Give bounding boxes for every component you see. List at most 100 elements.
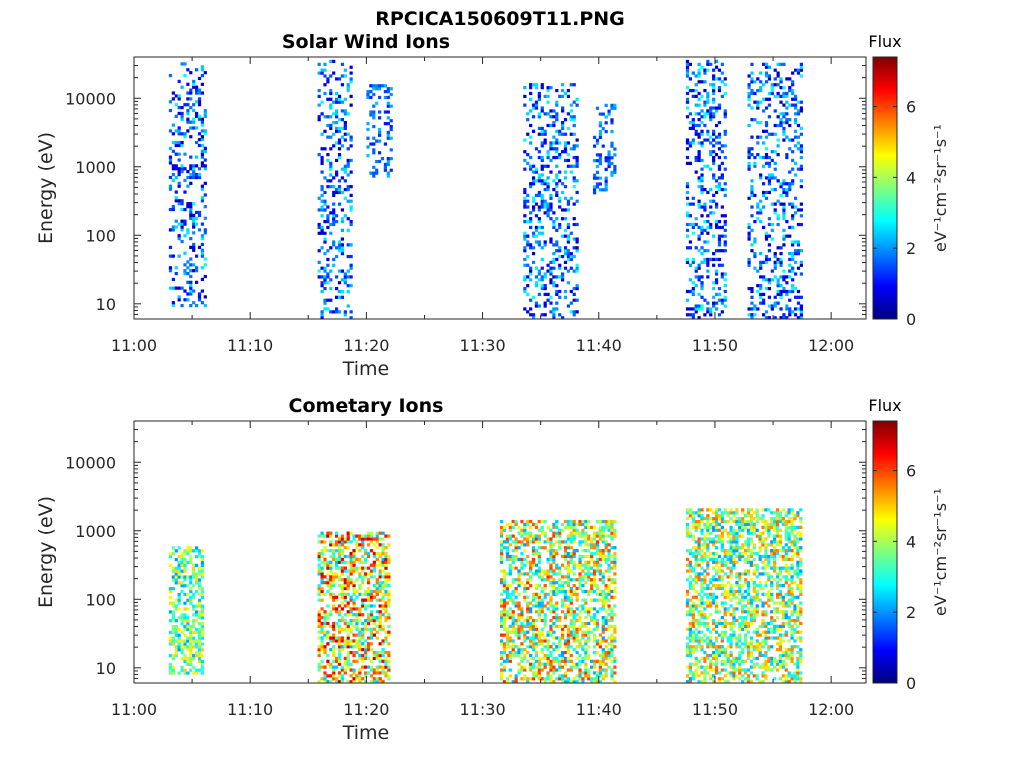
heatmap-cell: [714, 557, 719, 561]
heatmap-cell: [180, 199, 184, 203]
heatmap-cell: [598, 112, 602, 116]
heatmap-cell: [773, 295, 777, 299]
heatmap-cell: [361, 630, 365, 634]
heatmap-cell: [703, 607, 707, 611]
heatmap-cell: [572, 578, 576, 582]
heatmap-cell: [706, 621, 710, 626]
heatmap-cell: [793, 272, 798, 276]
heatmap-cell: [776, 257, 780, 262]
heatmap-cell: [595, 592, 600, 596]
heatmap-cell: [355, 633, 359, 637]
heatmap-cell: [697, 642, 701, 646]
heatmap-cell: [180, 552, 184, 556]
heatmap-cell: [712, 557, 716, 561]
heatmap-cell: [546, 671, 550, 675]
heatmap-cell: [505, 630, 510, 634]
heatmap-cell: [700, 648, 704, 652]
heatmap-cell: [700, 176, 704, 180]
heatmap-cell: [575, 613, 579, 617]
heatmap-cell: [756, 120, 760, 125]
heatmap-cell: [720, 636, 724, 640]
heatmap-cell: [723, 592, 727, 596]
heatmap-cell: [317, 586, 321, 591]
heatmap-cell: [346, 228, 350, 232]
heatmap-cell: [540, 578, 544, 582]
heatmap-cell: [180, 143, 184, 148]
heatmap-cell: [604, 546, 608, 550]
heatmap-cell: [200, 123, 205, 127]
heatmap-cell: [514, 645, 518, 649]
heatmap-cell: [569, 231, 573, 235]
heatmap-cell: [197, 172, 202, 177]
heatmap-cell: [329, 115, 333, 119]
heatmap-cell: [697, 680, 701, 683]
heatmap-cell: [767, 278, 772, 282]
heatmap-cell: [566, 525, 571, 529]
heatmap-cell: [337, 554, 342, 559]
heatmap-cell: [340, 618, 345, 623]
heatmap-cell: [595, 618, 600, 623]
heatmap-cell: [372, 627, 376, 631]
heatmap-cell: [703, 534, 707, 538]
heatmap-cell: [523, 674, 527, 678]
heatmap-cell: [697, 525, 701, 529]
heatmap-cell: [714, 77, 719, 81]
heatmap-cell: [776, 123, 780, 128]
heatmap-cell: [604, 621, 608, 626]
heatmap-cell: [387, 604, 391, 608]
heatmap-cell: [697, 135, 701, 139]
heatmap-cell: [511, 627, 515, 631]
heatmap-cell: [753, 91, 757, 96]
heatmap-cell: [595, 176, 600, 180]
heatmap-cell: [688, 88, 693, 93]
heatmap-cell: [706, 219, 710, 224]
heatmap-cell: [700, 508, 704, 512]
heatmap-cell: [531, 83, 536, 87]
heatmap-cell: [717, 182, 722, 186]
heatmap-cell: [540, 598, 544, 602]
heatmap-cell: [332, 674, 336, 678]
heatmap-cell: [340, 589, 345, 594]
heatmap-cell: [566, 551, 571, 556]
heatmap-cell: [189, 555, 193, 559]
heatmap-cell: [726, 645, 730, 649]
heatmap-cell: [332, 549, 336, 553]
heatmap-cell: [712, 106, 716, 110]
heatmap-cell: [601, 616, 605, 620]
heatmap-cell: [183, 135, 187, 139]
heatmap-cell: [552, 266, 556, 270]
heatmap-cell: [607, 569, 611, 573]
heatmap-cell: [607, 551, 611, 556]
heatmap-cell: [578, 543, 582, 547]
heatmap-cell: [685, 196, 690, 200]
heatmap-cell: [372, 171, 376, 175]
heatmap-cell: [714, 307, 719, 311]
heatmap-cell: [323, 237, 327, 241]
heatmap-cell: [575, 618, 579, 623]
heatmap-cell: [380, 84, 385, 88]
heatmap-cell: [529, 665, 533, 669]
heatmap-cell: [317, 566, 321, 570]
heatmap-cell: [335, 173, 339, 177]
heatmap-cell: [180, 132, 184, 136]
heatmap-cell: [346, 83, 350, 87]
heatmap-cell: [750, 62, 754, 66]
heatmap-cell: [197, 76, 202, 81]
heatmap-cell: [688, 604, 693, 608]
heatmap-cell: [537, 575, 541, 579]
x-tick-label: 11:20: [343, 336, 389, 355]
heatmap-cell: [189, 289, 193, 293]
heatmap-cell: [168, 73, 173, 78]
heatmap-cell: [688, 575, 693, 579]
heatmap-cell: [572, 554, 576, 559]
heatmap-cell: [595, 627, 600, 631]
heatmap-cell: [569, 164, 573, 168]
heatmap-cell: [700, 120, 704, 125]
heatmap-cell: [372, 104, 376, 108]
heatmap-cell: [552, 560, 556, 564]
heatmap-cell: [174, 164, 178, 168]
heatmap-cell: [552, 551, 556, 556]
heatmap-cell: [694, 266, 698, 270]
heatmap-cell: [685, 59, 690, 64]
heatmap-cell: [389, 148, 393, 152]
